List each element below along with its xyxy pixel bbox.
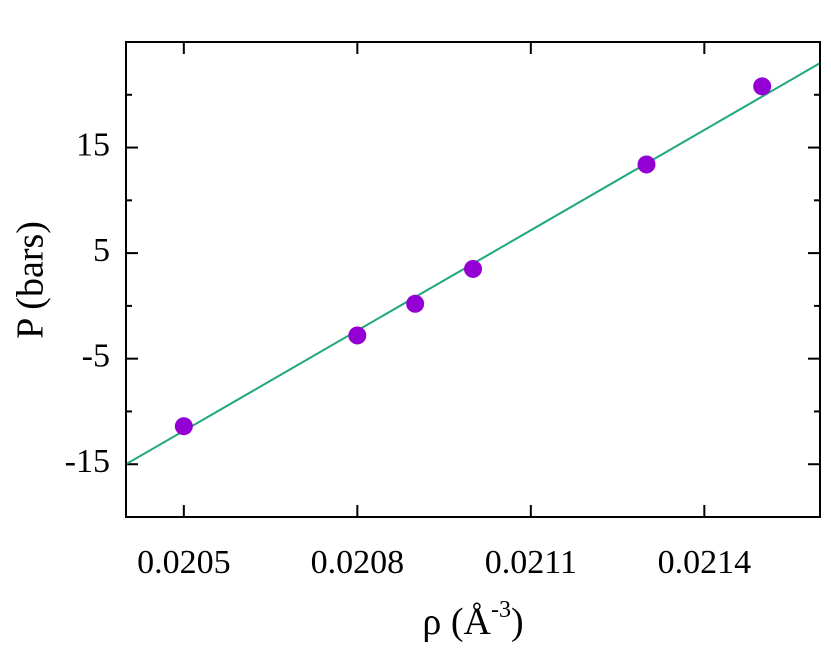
- y-tick-label: -15: [65, 443, 110, 480]
- x-axis-label: ρ (Å-3): [422, 597, 523, 643]
- point: [174, 417, 193, 436]
- x-tick-label: 0.0211: [485, 544, 577, 581]
- point: [753, 77, 772, 96]
- plot-frame: [125, 41, 821, 518]
- x-label-tail: ): [511, 601, 524, 643]
- point: [406, 294, 425, 313]
- point: [348, 326, 367, 345]
- x-label-exponent: -3: [491, 597, 511, 623]
- x-tick-label: 0.0214: [658, 544, 752, 581]
- point: [464, 259, 482, 278]
- point: [637, 155, 656, 174]
- x-tick-label: 0.0205: [137, 544, 231, 581]
- y-tick-label: 5: [93, 232, 110, 269]
- y-tick-label: 15: [76, 126, 110, 163]
- x-label-main: ρ (Å: [422, 601, 491, 643]
- y-axis-label: P (bars): [10, 221, 52, 339]
- x-tick-label: 0.0208: [311, 544, 405, 581]
- y-tick-label: -5: [82, 337, 110, 374]
